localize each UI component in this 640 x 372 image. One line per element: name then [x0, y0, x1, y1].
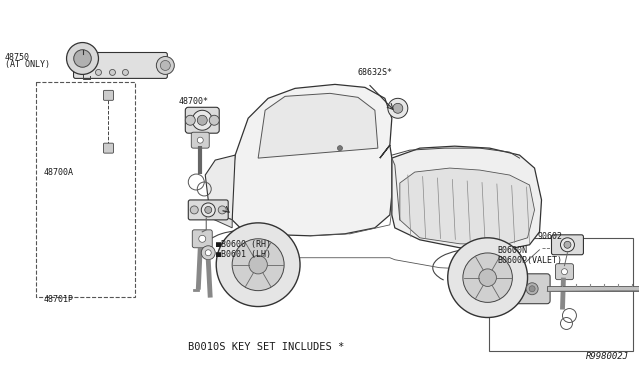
FancyBboxPatch shape	[74, 52, 167, 78]
Circle shape	[564, 241, 571, 248]
Circle shape	[216, 223, 300, 307]
FancyBboxPatch shape	[191, 132, 209, 148]
Text: B0600N: B0600N	[497, 246, 527, 255]
Polygon shape	[258, 93, 378, 158]
Text: B0010S KEY SET INCLUDES *: B0010S KEY SET INCLUDES *	[188, 342, 344, 352]
Circle shape	[448, 238, 527, 318]
Text: (AT ONLY): (AT ONLY)	[4, 61, 50, 70]
Text: ■B0600 (RH): ■B0600 (RH)	[216, 240, 271, 249]
Circle shape	[561, 269, 568, 275]
Polygon shape	[400, 168, 534, 245]
Circle shape	[95, 70, 102, 76]
Bar	[36, 82, 135, 297]
FancyBboxPatch shape	[104, 90, 113, 100]
Circle shape	[209, 115, 220, 125]
Text: 68632S*: 68632S*	[358, 68, 393, 77]
Circle shape	[479, 269, 497, 286]
Circle shape	[463, 253, 513, 302]
Circle shape	[192, 110, 212, 130]
FancyBboxPatch shape	[186, 107, 220, 133]
FancyBboxPatch shape	[514, 274, 550, 304]
Circle shape	[205, 250, 211, 256]
FancyBboxPatch shape	[188, 200, 228, 220]
Polygon shape	[205, 155, 235, 220]
Circle shape	[161, 61, 170, 70]
Circle shape	[205, 206, 212, 214]
Circle shape	[156, 57, 174, 74]
FancyBboxPatch shape	[556, 264, 573, 280]
Circle shape	[201, 246, 215, 260]
Circle shape	[201, 203, 215, 217]
Circle shape	[109, 70, 115, 76]
Circle shape	[393, 103, 403, 113]
Circle shape	[67, 42, 99, 74]
Circle shape	[337, 146, 342, 151]
Circle shape	[199, 235, 205, 242]
Circle shape	[232, 239, 284, 291]
Polygon shape	[208, 200, 232, 228]
FancyBboxPatch shape	[104, 143, 113, 153]
Circle shape	[526, 283, 538, 295]
Circle shape	[197, 137, 204, 143]
Polygon shape	[392, 146, 541, 250]
Circle shape	[74, 50, 92, 67]
Circle shape	[249, 256, 268, 274]
Circle shape	[197, 115, 207, 125]
Text: 48700*: 48700*	[179, 97, 208, 106]
FancyBboxPatch shape	[552, 235, 584, 255]
Bar	[489, 238, 633, 351]
Circle shape	[388, 98, 408, 118]
Text: 48700A: 48700A	[44, 168, 74, 177]
Circle shape	[186, 115, 195, 125]
Circle shape	[529, 286, 535, 292]
FancyBboxPatch shape	[192, 230, 212, 248]
Text: R998002J: R998002J	[586, 352, 629, 361]
Text: 48750: 48750	[4, 52, 29, 61]
Bar	[547, 286, 640, 291]
Polygon shape	[232, 84, 392, 236]
Circle shape	[218, 206, 226, 214]
Text: B0600P(VALET): B0600P(VALET)	[497, 256, 562, 265]
Text: 48701P: 48701P	[44, 295, 74, 304]
Text: 90602: 90602	[538, 232, 563, 241]
Circle shape	[122, 70, 129, 76]
Circle shape	[190, 206, 198, 214]
Circle shape	[561, 238, 575, 252]
Text: ■B0601 (LH): ■B0601 (LH)	[216, 250, 271, 259]
